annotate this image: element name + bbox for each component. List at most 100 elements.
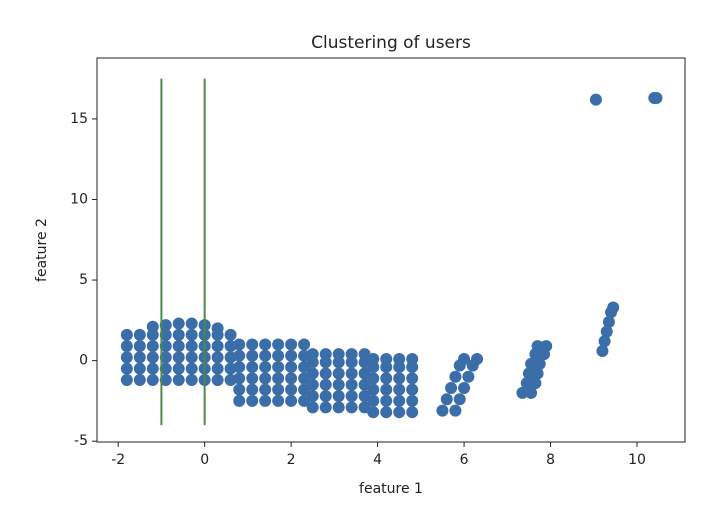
point (185, 328, 198, 341)
point (306, 348, 319, 361)
point (522, 367, 535, 380)
point (445, 382, 458, 395)
chart-title: Clustering of users (311, 33, 471, 53)
point (367, 353, 380, 366)
point (211, 362, 224, 375)
point (406, 353, 419, 366)
point (345, 348, 358, 361)
point (345, 401, 358, 414)
point (393, 383, 406, 396)
x-axis-label: feature 1 (359, 481, 423, 497)
point (259, 383, 272, 396)
point (306, 401, 319, 414)
point (133, 373, 146, 386)
y-axis-label: feature 2 (34, 218, 50, 282)
plot-frame (96, 57, 686, 443)
x-tick-label: 0 (200, 452, 209, 468)
point (246, 372, 259, 385)
point (146, 373, 159, 386)
point (120, 362, 133, 375)
point (589, 93, 602, 106)
point (185, 362, 198, 375)
y-tick-label: 0 (79, 353, 88, 369)
point (159, 328, 172, 341)
point (596, 344, 609, 357)
point (185, 373, 198, 386)
point (520, 377, 533, 390)
x-tick-label: 2 (287, 452, 296, 468)
point (272, 383, 285, 396)
point (246, 338, 259, 351)
point (607, 301, 620, 314)
point (319, 401, 332, 414)
point (159, 351, 172, 364)
point (380, 406, 393, 419)
point (159, 362, 172, 375)
point (146, 320, 159, 333)
point (233, 383, 246, 396)
point (272, 372, 285, 385)
point (462, 370, 475, 383)
point (185, 351, 198, 364)
point (172, 373, 185, 386)
y-tick-label: 5 (79, 272, 88, 288)
point (211, 322, 224, 335)
point (516, 386, 529, 399)
point (285, 338, 298, 351)
point (298, 338, 311, 351)
point (406, 372, 419, 385)
point (332, 390, 345, 403)
point (185, 317, 198, 330)
point (233, 372, 246, 385)
point (602, 315, 615, 328)
point (380, 394, 393, 407)
point (224, 328, 237, 341)
point (332, 348, 345, 361)
point (380, 353, 393, 366)
point (133, 328, 146, 341)
point (345, 390, 358, 403)
point (600, 325, 613, 338)
point (120, 351, 133, 364)
point (598, 335, 611, 348)
point (120, 328, 133, 341)
x-tick-label: 6 (460, 452, 469, 468)
point (533, 357, 546, 370)
point (393, 372, 406, 385)
point (285, 383, 298, 396)
point (650, 91, 663, 104)
x-tick-label: 10 (628, 452, 646, 468)
point (133, 362, 146, 375)
point (440, 393, 453, 406)
point (345, 378, 358, 391)
point (146, 362, 159, 375)
point (159, 340, 172, 353)
point (246, 361, 259, 374)
point (306, 367, 319, 380)
point (285, 349, 298, 362)
y-tick-label: 15 (70, 111, 88, 127)
point (233, 338, 246, 351)
point (172, 351, 185, 364)
point (458, 382, 471, 395)
y-tick-label: -5 (74, 433, 88, 449)
point (406, 383, 419, 396)
point (120, 373, 133, 386)
point (393, 353, 406, 366)
point (529, 377, 542, 390)
point (285, 394, 298, 407)
point (319, 390, 332, 403)
point (531, 367, 544, 380)
point (272, 361, 285, 374)
point (319, 348, 332, 361)
point (211, 351, 224, 364)
point (380, 372, 393, 385)
point (458, 353, 471, 366)
point (367, 394, 380, 407)
x-tick-label: 4 (373, 452, 382, 468)
point (272, 394, 285, 407)
point (525, 386, 538, 399)
point (259, 349, 272, 362)
